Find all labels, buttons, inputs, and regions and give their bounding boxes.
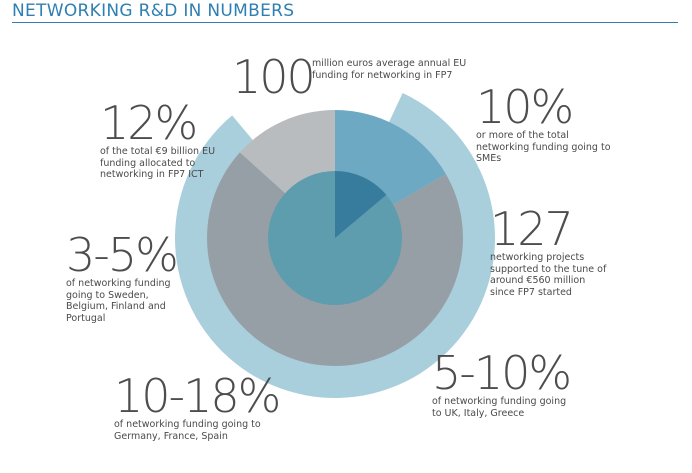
stat-10-18-percent: 10-18% of networking funding going to Ge… (114, 373, 294, 442)
page-title: NETWORKING R&D IN NUMBERS (12, 1, 295, 21)
stat-10-percent-value: 10% (476, 80, 574, 134)
stat-5-10-percent: 5-10% of networking funding going to UK,… (432, 350, 602, 419)
stat-127-description: networking projects supported to the tun… (490, 252, 607, 298)
stat-100-value: 100 (232, 50, 316, 104)
stat-10-percent-description: or more of the total networking funding … (476, 130, 611, 164)
stat-127: 127 networking projects supported to the… (490, 206, 620, 298)
stat-5-10-percent-description: of networking funding going to UK, Italy… (432, 396, 567, 419)
stat-3-5-percent-description: of networking funding going to Sweden, B… (66, 278, 171, 324)
stat-10-18-percent-description: of networking funding going to Germany, … (114, 419, 261, 442)
stat-3-5-percent-value: 3-5% (66, 228, 179, 282)
stat-12-percent: 12% of the total €9 billion EU funding a… (100, 100, 230, 181)
stat-3-5-percent: 3-5% of networking funding going to Swed… (66, 232, 206, 324)
stat-100-description: million euros average annual EU funding … (312, 58, 467, 81)
stat-5-10-percent-value: 5-10% (432, 346, 572, 400)
inner-disc-highlight-slice (335, 171, 387, 238)
stat-12-percent-description: of the total €9 billion EU funding alloc… (100, 146, 216, 180)
stat-100: 100 (232, 50, 316, 104)
title-divider (12, 22, 678, 23)
stat-12-percent-value: 12% (100, 96, 198, 150)
stat-10-percent: 10% or more of the total networking fund… (476, 84, 626, 165)
stat-10-18-percent-value: 10-18% (114, 369, 281, 423)
stat-127-value: 127 (490, 202, 574, 256)
